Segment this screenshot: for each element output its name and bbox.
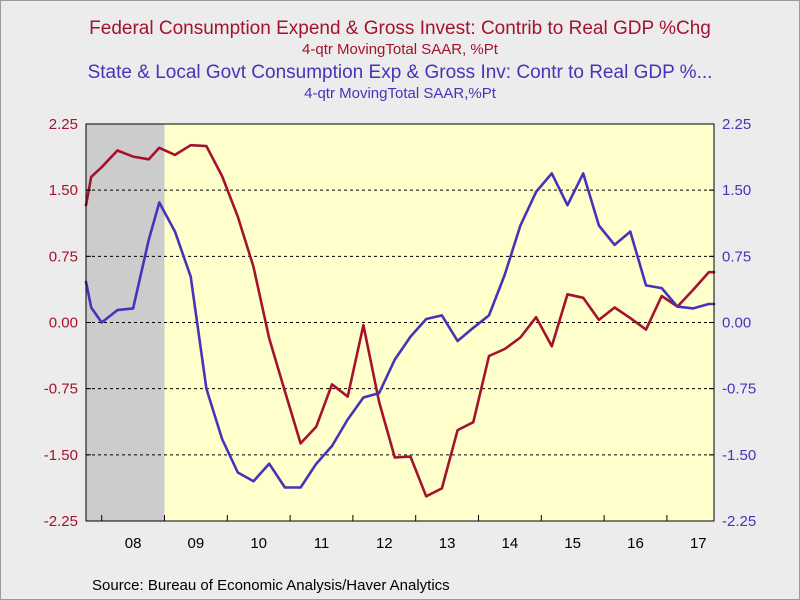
y-tick-label-right: -2.25 (722, 513, 756, 530)
chart-title-state-local: State & Local Govt Consumption Exp & Gro… (87, 62, 713, 83)
y-tick-label-left: -2.25 (44, 513, 78, 530)
x-tick-label: 14 (502, 535, 519, 552)
x-tick-label: 16 (627, 535, 644, 552)
y-tick-label-right: 1.50 (722, 182, 751, 199)
y-tick-label-left: 0.00 (49, 315, 78, 332)
y-axis-right: 2.25 1.50 0.75 0.00 -0.75 -1.50 -2.25 (709, 116, 756, 530)
x-axis: 08 09 10 11 12 13 14 15 16 17 (101, 515, 707, 552)
x-tick-label: 17 (690, 535, 707, 552)
chart-subtitle-state-local: 4-qtr MovingTotal SAAR,%Pt (304, 85, 496, 102)
y-axis-left: 2.25 1.50 0.75 0.00 -0.75 -1.50 -2.25 (44, 116, 91, 530)
series-federal-line (84, 143, 716, 498)
y-tick-label-right: 0.75 (722, 248, 751, 265)
series-state-local-line (84, 172, 716, 489)
y-tick-label-right: -0.75 (722, 381, 756, 398)
y-tick-label-left: -0.75 (44, 381, 78, 398)
chart-title-federal: Federal Consumption Expend & Gross Inves… (89, 18, 711, 39)
y-tick-label-right: 2.25 (722, 116, 751, 133)
source-note: Source: Bureau of Economic Analysis/Have… (92, 577, 450, 594)
x-tick-label: 15 (564, 535, 581, 552)
x-tick-label: 11 (314, 535, 330, 552)
x-tick-label: 12 (376, 535, 393, 552)
y-tick-label-left: 0.75 (49, 248, 78, 265)
x-tick-label: 13 (439, 535, 456, 552)
gridlines (86, 189, 714, 456)
y-tick-label-right: 0.00 (722, 315, 751, 332)
series-layer (84, 143, 716, 498)
x-tick-label: 10 (250, 535, 267, 552)
x-tick-label: 09 (188, 535, 205, 552)
y-tick-label-right: -1.50 (722, 447, 756, 464)
chart-subtitle-federal: 4-qtr MovingTotal SAAR, %Pt (302, 41, 498, 58)
x-tick-label: 08 (125, 535, 142, 552)
y-tick-label-left: -1.50 (44, 447, 78, 464)
y-tick-label-left: 1.50 (49, 182, 78, 199)
y-tick-label-left: 2.25 (49, 116, 78, 133)
